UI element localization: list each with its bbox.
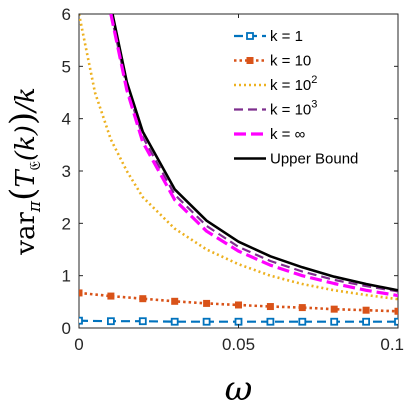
data-point-1 bbox=[171, 297, 179, 305]
legend-entry-0: k = 1 bbox=[234, 28, 303, 45]
legend-label-text: k = 10 bbox=[270, 102, 311, 119]
y-tick-label: 6 bbox=[62, 5, 71, 24]
legend-label: k = 10 bbox=[270, 53, 311, 70]
data-point-0 bbox=[79, 316, 83, 325]
data-point-1 bbox=[266, 303, 274, 311]
y-tick-label: 1 bbox=[62, 267, 71, 286]
data-point-0 bbox=[107, 317, 115, 326]
legend-label: k = 102 bbox=[270, 74, 317, 94]
x-tick-label: 0 bbox=[74, 335, 83, 354]
data-point-1 bbox=[235, 301, 242, 309]
y-label-tail: /k bbox=[11, 87, 41, 115]
y-label-open: ( bbox=[3, 188, 43, 201]
series-5 bbox=[111, 14, 398, 292]
legend-label-sup: 3 bbox=[311, 99, 317, 111]
x-axis-label: ω bbox=[225, 369, 253, 409]
y-label-T: T bbox=[11, 169, 41, 188]
series-line-5 bbox=[111, 14, 398, 292]
series-layer bbox=[79, 14, 398, 326]
data-point-0 bbox=[234, 317, 243, 326]
y-tick-label: 2 bbox=[62, 214, 71, 233]
ticks-layer: 0 1 2 3 4 5 6 0 0.05 0.1 bbox=[62, 5, 404, 354]
data-point-1 bbox=[362, 306, 370, 314]
y-label-sub-E: 𝔈 bbox=[26, 161, 44, 170]
y-tick-label: 0 bbox=[62, 319, 71, 338]
svg-text:varπ(T𝔈(k))/k: varπ(T𝔈(k))/k bbox=[3, 87, 45, 255]
data-point-0 bbox=[266, 317, 275, 326]
legend-label-text: Upper Bound bbox=[270, 151, 358, 168]
data-point-1 bbox=[203, 299, 211, 307]
legend-label-text: k = ∞ bbox=[270, 126, 306, 143]
legend-marker bbox=[246, 57, 254, 64]
y-label-close: ) bbox=[3, 112, 43, 125]
y-label-main: var bbox=[11, 212, 41, 256]
data-point-1 bbox=[298, 304, 306, 312]
legend-entry-3: k = 103 bbox=[234, 99, 317, 119]
y-tick-label: 4 bbox=[62, 110, 71, 129]
legend-label-text: k = 1 bbox=[270, 28, 303, 45]
legend-label: Upper Bound bbox=[270, 151, 358, 168]
data-point-1 bbox=[139, 295, 147, 303]
data-point-0 bbox=[330, 317, 339, 326]
x-tick-label: 0.05 bbox=[222, 335, 255, 354]
data-point-0 bbox=[170, 317, 179, 326]
legend-entry-1: k = 10 bbox=[234, 53, 311, 70]
legend-entry-5: Upper Bound bbox=[234, 151, 358, 168]
legend-box bbox=[228, 20, 392, 175]
y-label-arg: (k) bbox=[11, 125, 41, 161]
data-point-0 bbox=[138, 317, 147, 326]
series-line-4 bbox=[109, 14, 398, 298]
data-point-1 bbox=[330, 305, 338, 313]
series-4 bbox=[109, 14, 398, 298]
legend-entry-2: k = 102 bbox=[234, 74, 317, 94]
legend-label: k = 103 bbox=[270, 99, 317, 119]
legend-label-sup: 2 bbox=[311, 74, 317, 86]
data-point-1 bbox=[79, 289, 83, 297]
data-point-0 bbox=[298, 317, 307, 326]
y-axis-label: varπ(T𝔈(k))/k bbox=[3, 87, 45, 255]
series-1 bbox=[79, 289, 398, 315]
x-tick-label: 0.1 bbox=[380, 335, 404, 354]
legend-marker bbox=[246, 32, 254, 40]
series-0 bbox=[79, 316, 398, 326]
y-tick-label: 5 bbox=[62, 57, 71, 76]
legend-label-text: k = 10 bbox=[270, 77, 311, 94]
y-tick-label: 3 bbox=[62, 162, 71, 181]
data-point-1 bbox=[107, 292, 115, 300]
legend-label: k = ∞ bbox=[270, 126, 306, 143]
data-point-0 bbox=[362, 317, 371, 326]
data-point-0 bbox=[202, 317, 211, 326]
data-point-1 bbox=[394, 307, 398, 315]
legend-entry-4: k = ∞ bbox=[234, 126, 306, 143]
legend-label: k = 1 bbox=[270, 28, 303, 45]
y-label-sub-pi: π bbox=[25, 200, 45, 213]
data-point-0 bbox=[394, 317, 398, 326]
legend-label-text: k = 10 bbox=[270, 53, 311, 70]
